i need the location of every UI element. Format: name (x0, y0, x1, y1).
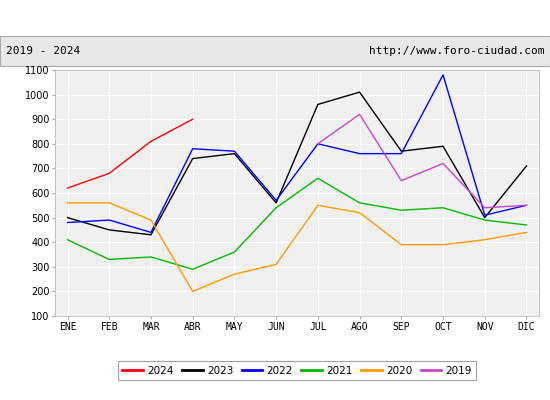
Text: http://www.foro-ciudad.com: http://www.foro-ciudad.com (369, 46, 544, 56)
Text: 2019 - 2024: 2019 - 2024 (6, 46, 80, 56)
FancyBboxPatch shape (0, 36, 550, 66)
Legend: 2024, 2023, 2022, 2021, 2020, 2019: 2024, 2023, 2022, 2021, 2020, 2019 (118, 361, 476, 380)
Text: Evolucion Nº Turistas Extranjeros en el municipio de Alcalá la Real: Evolucion Nº Turistas Extranjeros en el … (7, 12, 543, 24)
